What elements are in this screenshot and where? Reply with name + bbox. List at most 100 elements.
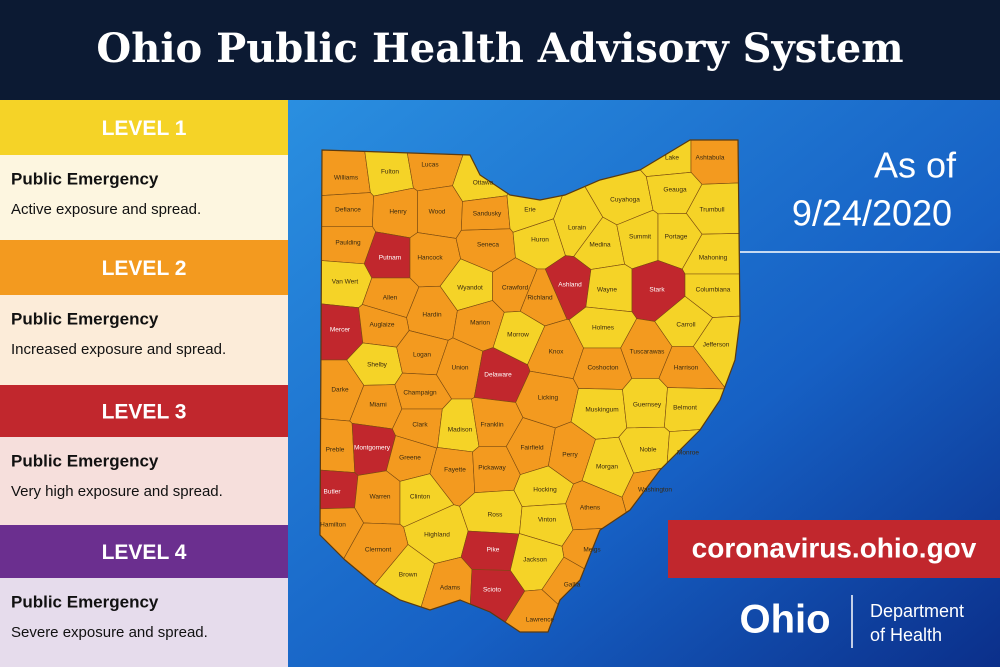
- county-name: Licking: [538, 395, 559, 402]
- county-name: Highland: [424, 532, 450, 539]
- county-name: Geauga: [663, 187, 687, 194]
- county-name: Clark: [412, 422, 428, 429]
- county-name: Warren: [369, 494, 390, 501]
- county-name: Delaware: [484, 372, 512, 379]
- county-name: Gallia: [564, 582, 581, 589]
- county-name: Hocking: [533, 487, 557, 494]
- header-bar: [0, 0, 1000, 100]
- county-name: Clermont: [365, 547, 392, 554]
- level-description: Severe exposure and spread.: [11, 624, 208, 641]
- logo-department: Department: [870, 601, 964, 621]
- county-name: Richland: [527, 295, 553, 302]
- level-label: LEVEL 3: [102, 401, 187, 424]
- county-name: Mahoning: [699, 255, 728, 262]
- county-name: Logan: [413, 352, 431, 359]
- county-name: Muskingum: [585, 407, 618, 414]
- county: [320, 418, 356, 473]
- county-name: Shelby: [367, 362, 388, 369]
- county-name: Fairfield: [520, 445, 544, 452]
- website-box: [668, 520, 1000, 578]
- county-name: Butler: [324, 489, 342, 496]
- county-name: Stark: [649, 287, 665, 294]
- county-name: Madison: [448, 427, 473, 434]
- county-name: Tuscarawas: [630, 349, 666, 356]
- level-panel: [0, 295, 288, 385]
- county-name: Adams: [440, 585, 461, 592]
- county-name: Guernsey: [633, 402, 662, 409]
- county-name: Jefferson: [703, 342, 730, 349]
- county-name: Lorain: [568, 225, 586, 232]
- level-label: LEVEL 4: [102, 541, 187, 564]
- county-name: Mercer: [330, 327, 351, 334]
- county-name: Erie: [524, 207, 536, 214]
- county-name: Noble: [640, 447, 657, 454]
- county-name: Columbiana: [696, 287, 731, 294]
- county-name: Belmont: [673, 405, 697, 412]
- county-name: Henry: [389, 209, 407, 216]
- level-header: [0, 385, 288, 437]
- level-description: Active exposure and spread.: [11, 201, 201, 218]
- level-panel: [0, 578, 288, 667]
- logo-subline: of Health: [870, 625, 942, 645]
- county-name: Athens: [580, 505, 601, 512]
- website[interactable]: coronavirus.ohio.gov: [692, 532, 977, 563]
- county-name: Vinton: [538, 517, 557, 524]
- level-heading: Public Emergency: [11, 169, 159, 188]
- county-name: Putnam: [379, 255, 401, 262]
- level-label: LEVEL 1: [102, 117, 187, 140]
- level-header: [0, 240, 288, 295]
- county-name: Union: [452, 365, 469, 372]
- county-name: Ottawa: [473, 180, 494, 187]
- county-name: Jackson: [523, 557, 547, 564]
- county-name: Pike: [487, 547, 500, 554]
- county-name: Defiance: [335, 207, 361, 214]
- county-name: Holmes: [592, 325, 615, 332]
- county-name: Darke: [331, 387, 349, 394]
- level-heading: Public Emergency: [11, 451, 159, 470]
- logo-wordmark: Ohio: [739, 598, 830, 642]
- county-name: Portage: [665, 234, 688, 241]
- county-name: Sandusky: [473, 211, 502, 218]
- county-name: Ashland: [558, 282, 582, 289]
- level-header: [0, 100, 288, 155]
- county-name: Preble: [326, 447, 345, 454]
- county-name: Wood: [429, 209, 446, 216]
- county-name: Ashtabula: [696, 155, 725, 162]
- level-description: Very high exposure and spread.: [11, 483, 223, 500]
- county-name: Knox: [549, 349, 565, 356]
- county-name: Seneca: [477, 242, 499, 249]
- level-heading: Public Emergency: [11, 592, 159, 611]
- county-name: Huron: [531, 237, 549, 244]
- county-name: Franklin: [480, 422, 504, 429]
- county-name: Lawrence: [526, 617, 555, 624]
- county-name: Medina: [589, 242, 611, 249]
- title: Ohio Public Health Advisory System: [96, 25, 903, 72]
- county-name: Greene: [399, 455, 421, 462]
- level-label: LEVEL 2: [102, 257, 187, 280]
- level-panel: [0, 437, 288, 525]
- county-name: Hamilton: [320, 522, 346, 529]
- legend: LEVEL 1 Public Emergency Active exposure a…: [0, 100, 288, 667]
- county-name: Washington: [638, 487, 672, 494]
- county-name: Williams: [334, 175, 359, 182]
- county-name: Pickaway: [478, 465, 506, 472]
- county-name: Marion: [470, 320, 490, 327]
- county-name: Paulding: [335, 240, 361, 247]
- county-name: Harrison: [674, 365, 699, 372]
- county-name: Monroe: [677, 450, 699, 457]
- county-name: Brown: [399, 572, 418, 579]
- county-name: Fayette: [444, 467, 466, 474]
- county-name: Lake: [665, 155, 679, 162]
- county-name: Auglaize: [370, 322, 395, 329]
- county-name: Morrow: [507, 332, 529, 339]
- county-name: Carroll: [676, 322, 696, 329]
- county-name: Coshocton: [587, 365, 618, 372]
- county-name: Ross: [488, 512, 504, 519]
- county-name: Meigs: [583, 547, 601, 554]
- county: [690, 139, 739, 185]
- county-name: Champaign: [403, 390, 437, 397]
- county-name: Summit: [629, 234, 651, 241]
- date: 9/24/2020: [792, 193, 952, 234]
- county-name: Trumbull: [699, 207, 725, 214]
